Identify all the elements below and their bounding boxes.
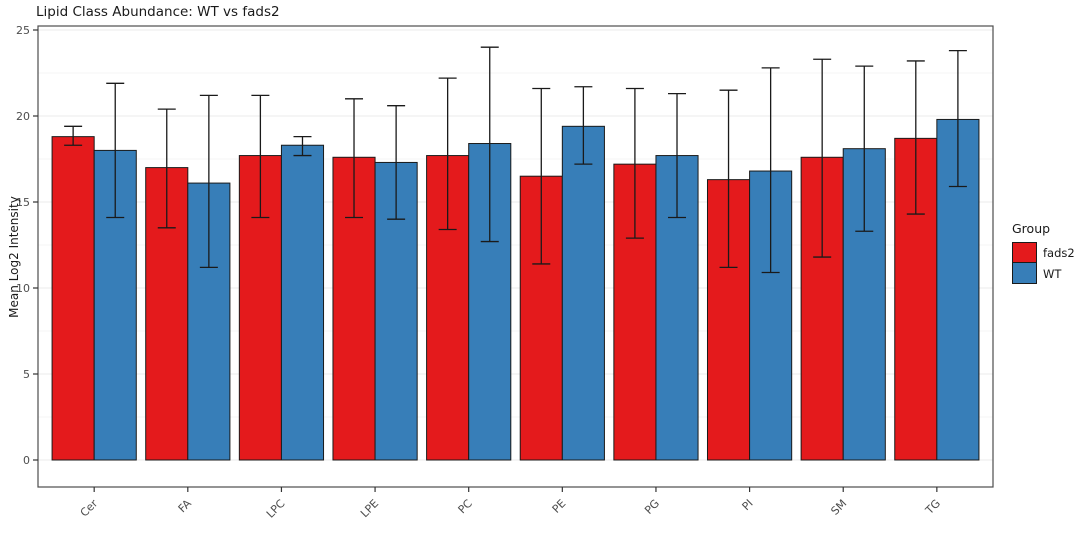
x-tick-label-FA: FA <box>176 497 195 516</box>
legend-key-WT: WT <box>1012 263 1075 284</box>
x-tick-label-PC: PC <box>455 497 475 517</box>
bar-fads2-Cer <box>51 136 95 461</box>
bar-WT-PE <box>561 125 605 461</box>
y-tick-label: 0 <box>23 454 30 467</box>
legend: Group fads2 WT <box>1012 221 1075 284</box>
x-tick-label-LPC: LPC <box>264 497 288 521</box>
legend-key-fads2: fads2 <box>1012 242 1075 263</box>
legend-swatch-WT <box>1012 263 1037 284</box>
legend-keys: fads2 WT <box>1012 242 1075 284</box>
y-tick-label: 15 <box>16 196 30 209</box>
x-tick-label-Cer: Cer <box>78 497 101 520</box>
x-tick-label-LPE: LPE <box>358 497 381 520</box>
chart-title: Lipid Class Abundance: WT vs fads2 <box>36 4 280 20</box>
legend-title: Group <box>1012 221 1051 236</box>
legend-label-fads2: fads2 <box>1043 245 1075 260</box>
y-tick-label: 5 <box>23 368 30 381</box>
legend-swatch-fads2 <box>1012 242 1037 263</box>
y-axis-title: Mean Log2 Intensity <box>7 196 21 318</box>
x-tick-label-SM: SM <box>828 497 849 518</box>
x-tick-label-TG: TG <box>922 497 943 518</box>
y-tick-label: 20 <box>16 110 30 123</box>
x-tick-label-PI: PI <box>740 497 756 513</box>
bar-WT-LPC <box>280 144 325 461</box>
y-tick-label: 10 <box>16 282 30 295</box>
x-tick-label-PG: PG <box>642 497 662 517</box>
legend-label-WT: WT <box>1043 266 1062 281</box>
y-tick-label: 25 <box>16 24 30 37</box>
panel-border <box>37 25 994 488</box>
x-tick-label-PE: PE <box>550 497 569 516</box>
